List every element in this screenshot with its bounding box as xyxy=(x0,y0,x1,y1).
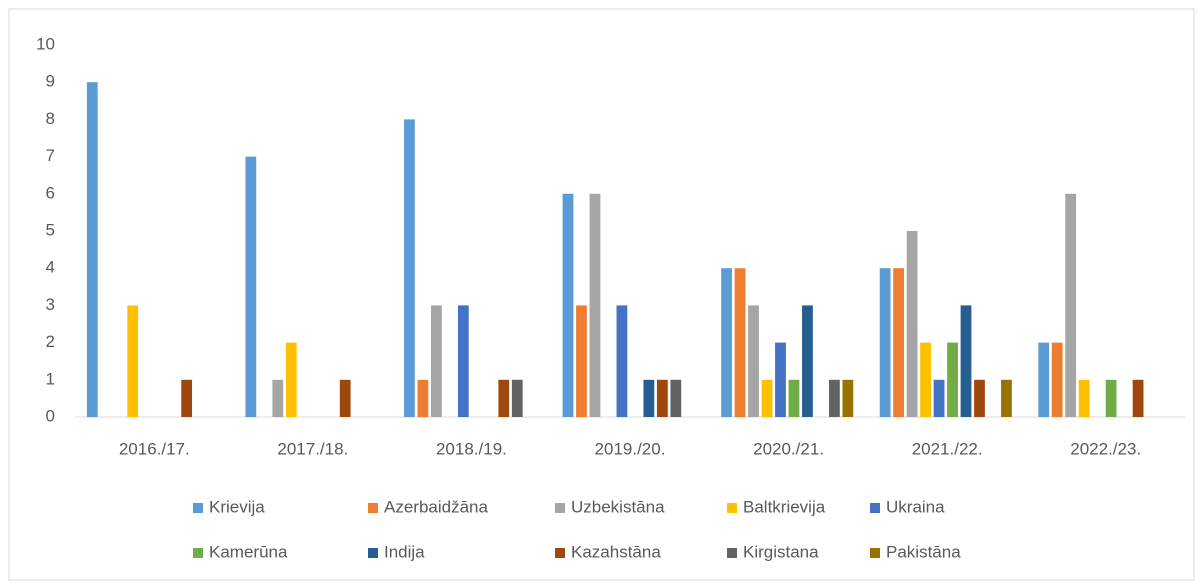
bar xyxy=(1051,342,1063,417)
bar xyxy=(1132,379,1144,417)
bar xyxy=(1065,193,1077,417)
legend-swatch xyxy=(727,548,737,558)
legend-swatch xyxy=(368,503,378,513)
legend-label: Kazahstāna xyxy=(571,542,661,561)
legend-label: Azerbaidžāna xyxy=(384,497,489,516)
legend-label: Krievija xyxy=(209,497,265,516)
bar xyxy=(842,379,854,417)
bar xyxy=(589,193,601,417)
bar xyxy=(1038,342,1050,417)
legend-label: Baltkrievija xyxy=(743,497,826,516)
bar xyxy=(404,119,415,418)
bar xyxy=(285,342,297,417)
legend-label: Indija xyxy=(384,542,425,561)
bar xyxy=(947,342,958,417)
bar xyxy=(1078,379,1090,417)
legend-swatch xyxy=(870,503,880,513)
bar xyxy=(802,305,813,417)
bar xyxy=(576,305,587,417)
legend-swatch xyxy=(555,503,565,513)
bar xyxy=(879,268,891,417)
bar xyxy=(417,379,429,417)
bar xyxy=(761,379,773,417)
bar xyxy=(920,342,931,417)
bar xyxy=(643,379,655,417)
y-tick-label: 3 xyxy=(46,295,55,314)
y-tick-label: 5 xyxy=(46,220,55,239)
bar xyxy=(1105,379,1117,417)
y-tick-label: 4 xyxy=(46,258,55,277)
legend-swatch xyxy=(193,503,203,513)
bar xyxy=(181,379,193,417)
x-tick-label: 2016./17. xyxy=(119,439,190,458)
bar xyxy=(272,379,284,417)
y-tick-label: 10 xyxy=(36,34,55,53)
bar xyxy=(906,231,918,417)
bar xyxy=(339,379,351,417)
bar xyxy=(775,342,786,417)
x-tick-label: 2018./19. xyxy=(436,439,507,458)
x-tick-label: 2022./23. xyxy=(1070,439,1141,458)
bar xyxy=(498,379,510,417)
legend-swatch xyxy=(555,548,565,558)
x-tick-label: 2021./22. xyxy=(912,439,983,458)
bar xyxy=(656,379,668,417)
bar xyxy=(457,305,469,417)
legend-label: Pakistāna xyxy=(886,542,961,561)
bar xyxy=(616,305,628,417)
x-tick-label: 2017./18. xyxy=(277,439,348,458)
bar xyxy=(788,379,800,417)
y-tick-label: 1 xyxy=(46,369,55,388)
bar xyxy=(1001,379,1012,417)
bar xyxy=(670,379,682,417)
bar xyxy=(430,305,442,417)
legend-swatch xyxy=(727,503,737,513)
legend-label: Kamerūna xyxy=(209,542,288,561)
legend-label: Kirgistana xyxy=(743,542,819,561)
legend-swatch xyxy=(870,548,880,558)
legend-label: Uzbekistāna xyxy=(571,497,665,516)
x-tick-label: 2020./21. xyxy=(753,439,824,458)
y-tick-label: 7 xyxy=(46,146,55,165)
y-tick-label: 8 xyxy=(46,109,55,128)
bar xyxy=(562,193,574,417)
bar xyxy=(127,305,139,417)
bar xyxy=(86,82,98,417)
bar xyxy=(734,268,746,417)
y-tick-label: 9 xyxy=(46,72,55,91)
bar xyxy=(893,268,905,417)
bar xyxy=(511,379,523,417)
legend-label: Ukraina xyxy=(886,497,945,516)
legend-swatch xyxy=(368,548,378,558)
chart-border xyxy=(8,8,1195,581)
bar xyxy=(245,156,257,417)
legend-swatch xyxy=(193,548,203,558)
y-tick-label: 2 xyxy=(46,332,55,351)
bar xyxy=(974,379,985,417)
bar xyxy=(960,305,972,417)
bar xyxy=(933,379,945,417)
y-tick-label: 0 xyxy=(46,406,55,425)
bar xyxy=(829,379,840,417)
bar xyxy=(748,305,759,417)
x-tick-label: 2019./20. xyxy=(595,439,666,458)
bar xyxy=(721,268,732,417)
y-tick-label: 6 xyxy=(46,183,55,202)
